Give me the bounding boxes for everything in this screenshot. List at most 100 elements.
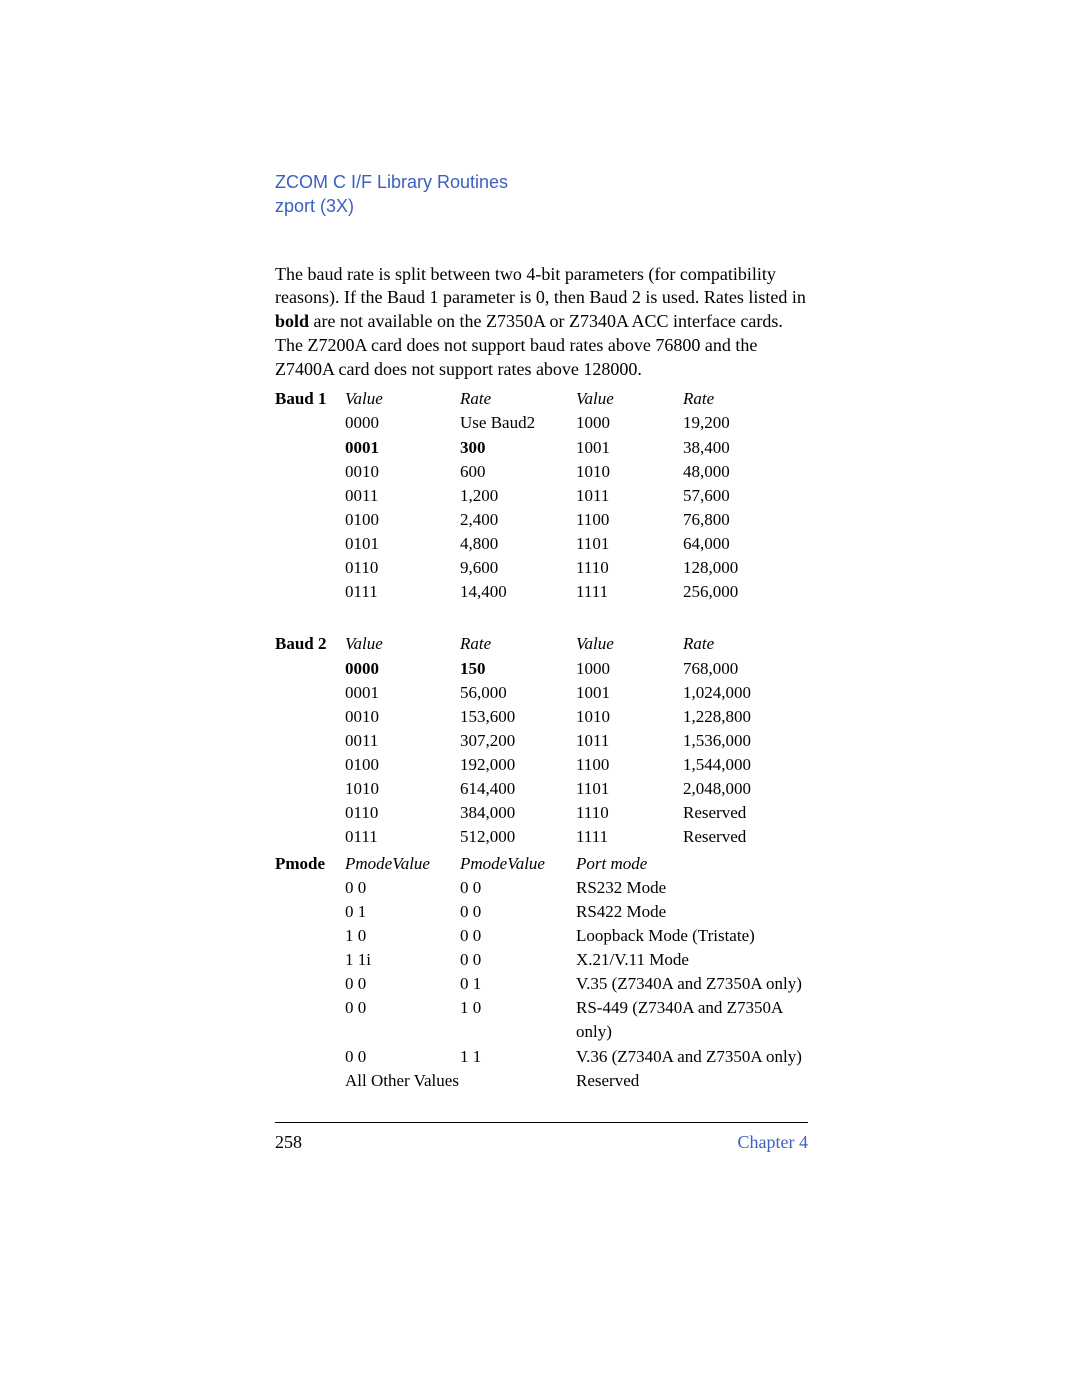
baud1-row: 01109,6001110128,000 xyxy=(275,556,808,580)
baud2-hdr-value-right: Value xyxy=(576,632,683,656)
baud1-row: 011114,4001111256,000 xyxy=(275,580,808,604)
baud2-rate-right: 2,048,000 xyxy=(683,777,808,801)
baud1-rate-left: 14,400 xyxy=(460,580,576,604)
baud1-rate-right: 38,400 xyxy=(683,436,808,460)
pmode-value-b: 1 0 xyxy=(460,996,576,1044)
footer: 258 Chapter 4 xyxy=(275,1132,808,1153)
baud2-value-right: 1001 xyxy=(576,681,683,705)
pmode-value-a: 0 0 xyxy=(345,996,460,1044)
baud1-rate-left: 1,200 xyxy=(460,484,576,508)
baud2-rate-right: 1,228,800 xyxy=(683,705,808,729)
baud2-row: 00001501000768,000 xyxy=(275,657,808,681)
baud2-rate-right: 1,024,000 xyxy=(683,681,808,705)
baud2-value-right: 1111 xyxy=(576,825,683,849)
baud2-rate-right: 1,536,000 xyxy=(683,729,808,753)
baud2-rate-right: 768,000 xyxy=(683,657,808,681)
baud1-hdr-value-right: Value xyxy=(576,387,683,411)
intro-text-1: The baud rate is split between two 4-bit… xyxy=(275,264,776,308)
baud2-value-left: 1010 xyxy=(345,777,460,801)
baud1-rate-right: 76,800 xyxy=(683,508,808,532)
pmode-row: 0 10 0RS422 Mode xyxy=(275,900,808,924)
baud1-hdr-value-left: Value xyxy=(345,387,460,411)
baud2-rate-left: 153,600 xyxy=(460,705,576,729)
baud2-value-right: 1010 xyxy=(576,705,683,729)
baud1-rate-right: 64,000 xyxy=(683,532,808,556)
baud1-value-left: 0111 xyxy=(345,580,460,604)
baud1-value-right: 1011 xyxy=(576,484,683,508)
baud2-value-left: 0011 xyxy=(345,729,460,753)
baud2-rate-right: Reserved xyxy=(683,801,808,825)
baud2-header-row: Baud 2 Value Rate Value Rate xyxy=(275,632,808,656)
baud2-rate-left: 192,000 xyxy=(460,753,576,777)
intro-bold: bold xyxy=(275,311,309,331)
baud1-rate-left: Use Baud2 xyxy=(460,411,576,435)
pmode-mode: V.35 (Z7340A and Z7350A only) xyxy=(576,972,808,996)
intro-paragraph: The baud rate is split between two 4-bit… xyxy=(275,263,808,382)
pmode-last-mode: Reserved xyxy=(576,1069,808,1093)
baud1-value-left: 0010 xyxy=(345,460,460,484)
baud2-value-right: 1110 xyxy=(576,801,683,825)
baud1-value-right: 1111 xyxy=(576,580,683,604)
baud1-rate-left: 9,600 xyxy=(460,556,576,580)
baud1-value-right: 1110 xyxy=(576,556,683,580)
baud1-rate-left: 4,800 xyxy=(460,532,576,556)
baud1-value-left: 0110 xyxy=(345,556,460,580)
pmode-value-b: 0 0 xyxy=(460,876,576,900)
baud1-row: 00111,200101157,600 xyxy=(275,484,808,508)
pmode-value-b: 0 0 xyxy=(460,948,576,972)
baud2-value-left: 0001 xyxy=(345,681,460,705)
pmode-value-a: 0 0 xyxy=(345,972,460,996)
pmode-row: 0 00 0RS232 Mode xyxy=(275,876,808,900)
baud1-hdr-rate-left: Rate xyxy=(460,387,576,411)
baud1-header-row: Baud 1 Value Rate Value Rate xyxy=(275,387,808,411)
pmode-row: 1 1i0 0X.21/V.11 Mode xyxy=(275,948,808,972)
pmode-value-a: 0 0 xyxy=(345,876,460,900)
pmode-mode: Loopback Mode (Tristate) xyxy=(576,924,808,948)
baud1-rate-left: 300 xyxy=(460,436,576,460)
baud2-table: Baud 2 Value Rate Value Rate 00001501000… xyxy=(275,632,808,849)
chapter-link[interactable]: Chapter 4 xyxy=(738,1132,808,1153)
baud2-rate-left: 512,000 xyxy=(460,825,576,849)
page: ZCOM C I/F Library Routines zport (3X) T… xyxy=(0,0,1080,1397)
pmode-value-b: 1 1 xyxy=(460,1045,576,1069)
baud2-hdr-rate-right: Rate xyxy=(683,632,808,656)
baud2-row: 0100192,00011001,544,000 xyxy=(275,753,808,777)
baud1-row: 0001300100138,400 xyxy=(275,436,808,460)
baud1-rate-left: 600 xyxy=(460,460,576,484)
pmode-value-b: 0 0 xyxy=(460,900,576,924)
pmode-mode: RS232 Mode xyxy=(576,876,808,900)
baud2-hdr-value-left: Value xyxy=(345,632,460,656)
header-line-2: zport (3X) xyxy=(275,194,808,218)
page-number: 258 xyxy=(275,1132,302,1153)
baud1-table: Baud 1 Value Rate Value Rate 0000Use Bau… xyxy=(275,387,808,604)
baud1-value-right: 1001 xyxy=(576,436,683,460)
pmode-label: Pmode xyxy=(275,852,345,876)
pmode-value-b: 0 0 xyxy=(460,924,576,948)
content-block: ZCOM C I/F Library Routines zport (3X) T… xyxy=(275,170,808,1093)
page-header: ZCOM C I/F Library Routines zport (3X) xyxy=(275,170,808,219)
baud2-rate-left: 150 xyxy=(460,657,576,681)
pmode-value-a: 0 1 xyxy=(345,900,460,924)
pmode-header-row: Pmode PmodeValue PmodeValue Port mode xyxy=(275,852,808,876)
baud1-row: 01002,400110076,800 xyxy=(275,508,808,532)
baud1-value-right: 1010 xyxy=(576,460,683,484)
baud1-rate-right: 128,000 xyxy=(683,556,808,580)
baud2-value-left: 0000 xyxy=(345,657,460,681)
baud1-value-right: 1101 xyxy=(576,532,683,556)
baud2-rate-left: 384,000 xyxy=(460,801,576,825)
baud2-rate-right: Reserved xyxy=(683,825,808,849)
pmode-table: Pmode PmodeValue PmodeValue Port mode 0 … xyxy=(275,852,808,1093)
baud1-rate-left: 2,400 xyxy=(460,508,576,532)
pmode-last-a: All Other Values xyxy=(345,1069,576,1093)
baud2-value-left: 0100 xyxy=(345,753,460,777)
baud2-value-left: 0110 xyxy=(345,801,460,825)
baud2-value-left: 0010 xyxy=(345,705,460,729)
pmode-row: 1 00 0Loopback Mode (Tristate) xyxy=(275,924,808,948)
pmode-last-row: All Other Values Reserved xyxy=(275,1069,808,1093)
header-line-1: ZCOM C I/F Library Routines xyxy=(275,170,808,194)
baud2-rate-left: 56,000 xyxy=(460,681,576,705)
baud1-value-right: 1000 xyxy=(576,411,683,435)
pmode-mode: X.21/V.11 Mode xyxy=(576,948,808,972)
baud2-label: Baud 2 xyxy=(275,632,345,656)
baud1-hdr-rate-right: Rate xyxy=(683,387,808,411)
